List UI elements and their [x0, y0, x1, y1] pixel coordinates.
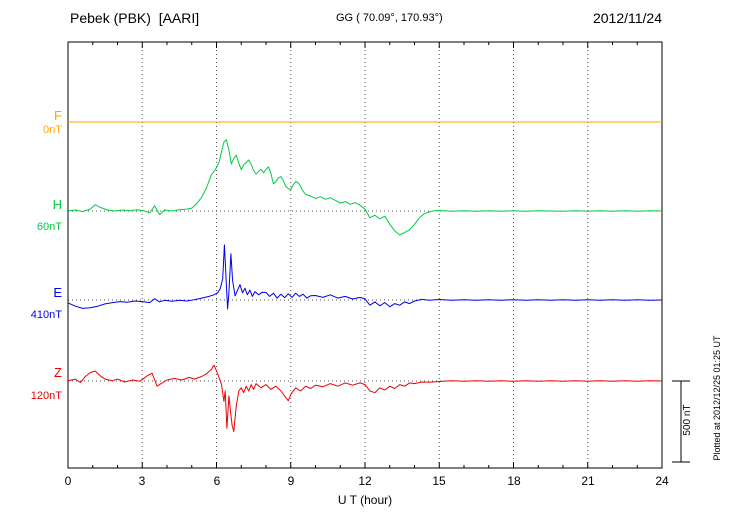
component-label-h: H	[52, 197, 62, 212]
trace-z	[67, 364, 663, 432]
x-tick-label: 21	[581, 474, 595, 488]
x-tick-label: 15	[432, 474, 446, 488]
x-tick-label: 18	[507, 474, 521, 488]
x-tick-label: 6	[213, 474, 221, 488]
x-tick-label: 12	[358, 474, 372, 488]
plot-border	[67, 41, 663, 469]
baseline-value-e: 410nT	[30, 309, 62, 321]
x-tick-label: 3	[138, 474, 146, 488]
plot-date: 2012/11/24	[592, 10, 662, 26]
baseline-value-h: 60nT	[36, 221, 62, 233]
component-label-e: E	[53, 285, 62, 300]
component-label-z: Z	[54, 365, 62, 380]
station-title: Pebek (PBK) [AARI]	[70, 10, 200, 26]
geo-coordinates: GG ( 70.09°, 170.93°)	[336, 12, 443, 24]
scale-bar-label: 500 nT	[682, 404, 693, 436]
plotted-at-note: Plotted at 2012/12/25 01:25 UT	[712, 335, 722, 461]
x-tick-label: 24	[655, 474, 669, 488]
baseline-value-f: 0nT	[43, 124, 62, 136]
trace-h	[67, 139, 663, 236]
component-label-f: F	[54, 108, 62, 123]
x-tick-label: 9	[287, 474, 295, 488]
x-axis-label: U T (hour)	[337, 493, 393, 507]
trace-e	[67, 244, 663, 310]
baseline-value-z: 120nT	[30, 390, 62, 402]
x-tick-label: 0	[64, 474, 72, 488]
